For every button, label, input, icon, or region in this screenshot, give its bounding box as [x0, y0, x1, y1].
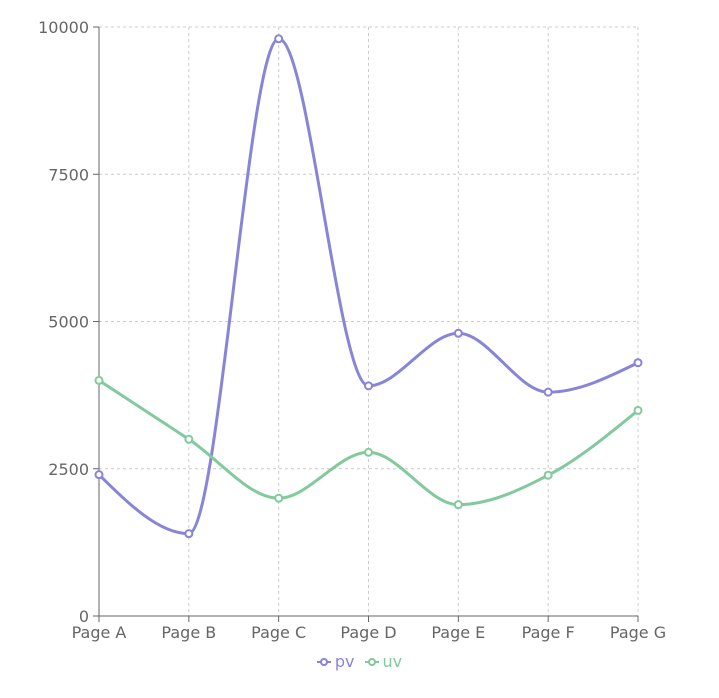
x-tick-label: Page B — [161, 623, 216, 642]
x-tick-label: Page E — [431, 623, 485, 642]
legend-pv-icon — [316, 657, 331, 666]
series-pv-line — [97, 37, 639, 536]
series-uv-point[interactable] — [364, 447, 373, 457]
x-tick-label: Page D — [340, 623, 396, 642]
x-tick-label: Page G — [610, 623, 666, 642]
y-tick-label: 0 — [79, 607, 89, 626]
axes: 0 2500 5000 7500 10000 Page A Page B Page C Page… — [38, 18, 666, 642]
y-tick-label: 2500 — [48, 460, 89, 479]
legend-uv-icon — [364, 657, 379, 666]
series-pv-point[interactable] — [94, 470, 104, 480]
legend-pv-label: pv — [334, 652, 355, 671]
legend-item-uv[interactable]: uv — [364, 652, 403, 671]
series-uv-point[interactable] — [453, 500, 463, 510]
series-pv-point[interactable] — [453, 328, 463, 338]
y-tick-label: 7500 — [48, 165, 89, 184]
series-pv-point[interactable] — [633, 358, 643, 368]
legend-uv-label: uv — [382, 652, 403, 671]
series-uv-point[interactable] — [543, 470, 553, 480]
grid — [98, 26, 639, 617]
series-uv-point[interactable] — [274, 493, 284, 503]
y-tick-label: 5000 — [48, 313, 89, 332]
series-pv-point[interactable] — [184, 529, 194, 539]
legend: pv uv — [0, 652, 719, 671]
series-uv-point[interactable] — [633, 405, 643, 415]
series-pv-point[interactable] — [274, 34, 284, 44]
x-tick-label: Page F — [522, 623, 575, 642]
series-pv-point[interactable] — [543, 387, 553, 397]
series-uv-point[interactable] — [184, 434, 194, 444]
series-points — [94, 34, 643, 539]
y-tick-label: 10000 — [38, 18, 89, 37]
series-pv-point[interactable] — [364, 381, 373, 391]
x-tick-label: Page A — [72, 623, 127, 642]
legend-item-pv[interactable]: pv — [316, 652, 355, 671]
x-tick-label: Page C — [251, 623, 306, 642]
series-uv-point[interactable] — [94, 375, 104, 385]
